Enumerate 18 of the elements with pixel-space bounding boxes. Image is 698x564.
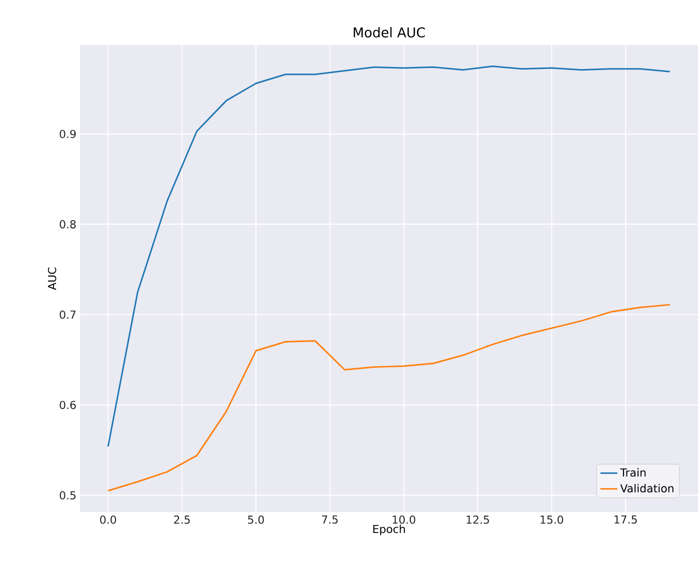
x-tick-label: 0.0 bbox=[100, 516, 116, 524]
x-tick-label: 7.5 bbox=[322, 516, 338, 524]
x-tick-label: 15.0 bbox=[540, 516, 564, 524]
y-tick-label: 0.6 bbox=[60, 400, 76, 410]
x-tick-label: 12.5 bbox=[466, 516, 489, 524]
x-axis-title: Epoch bbox=[373, 524, 405, 536]
x-tick-label: 2.5 bbox=[174, 516, 190, 524]
y-tick-label: 0.7 bbox=[60, 310, 76, 319]
y-tick-label: 0.5 bbox=[60, 491, 76, 500]
x-tick-label: 5.0 bbox=[248, 516, 264, 524]
legend-label: Train bbox=[620, 468, 646, 477]
x-tick-label: 10.0 bbox=[392, 516, 416, 524]
x-tick-label: 17.5 bbox=[614, 516, 637, 524]
chart-title: Model AUC bbox=[354, 27, 425, 38]
y-axis-title: AUC bbox=[48, 268, 56, 290]
y-tick-label: 0.9 bbox=[60, 130, 76, 138]
legend-label: Validation bbox=[620, 484, 674, 492]
y-tick-label: 0.8 bbox=[60, 220, 76, 228]
